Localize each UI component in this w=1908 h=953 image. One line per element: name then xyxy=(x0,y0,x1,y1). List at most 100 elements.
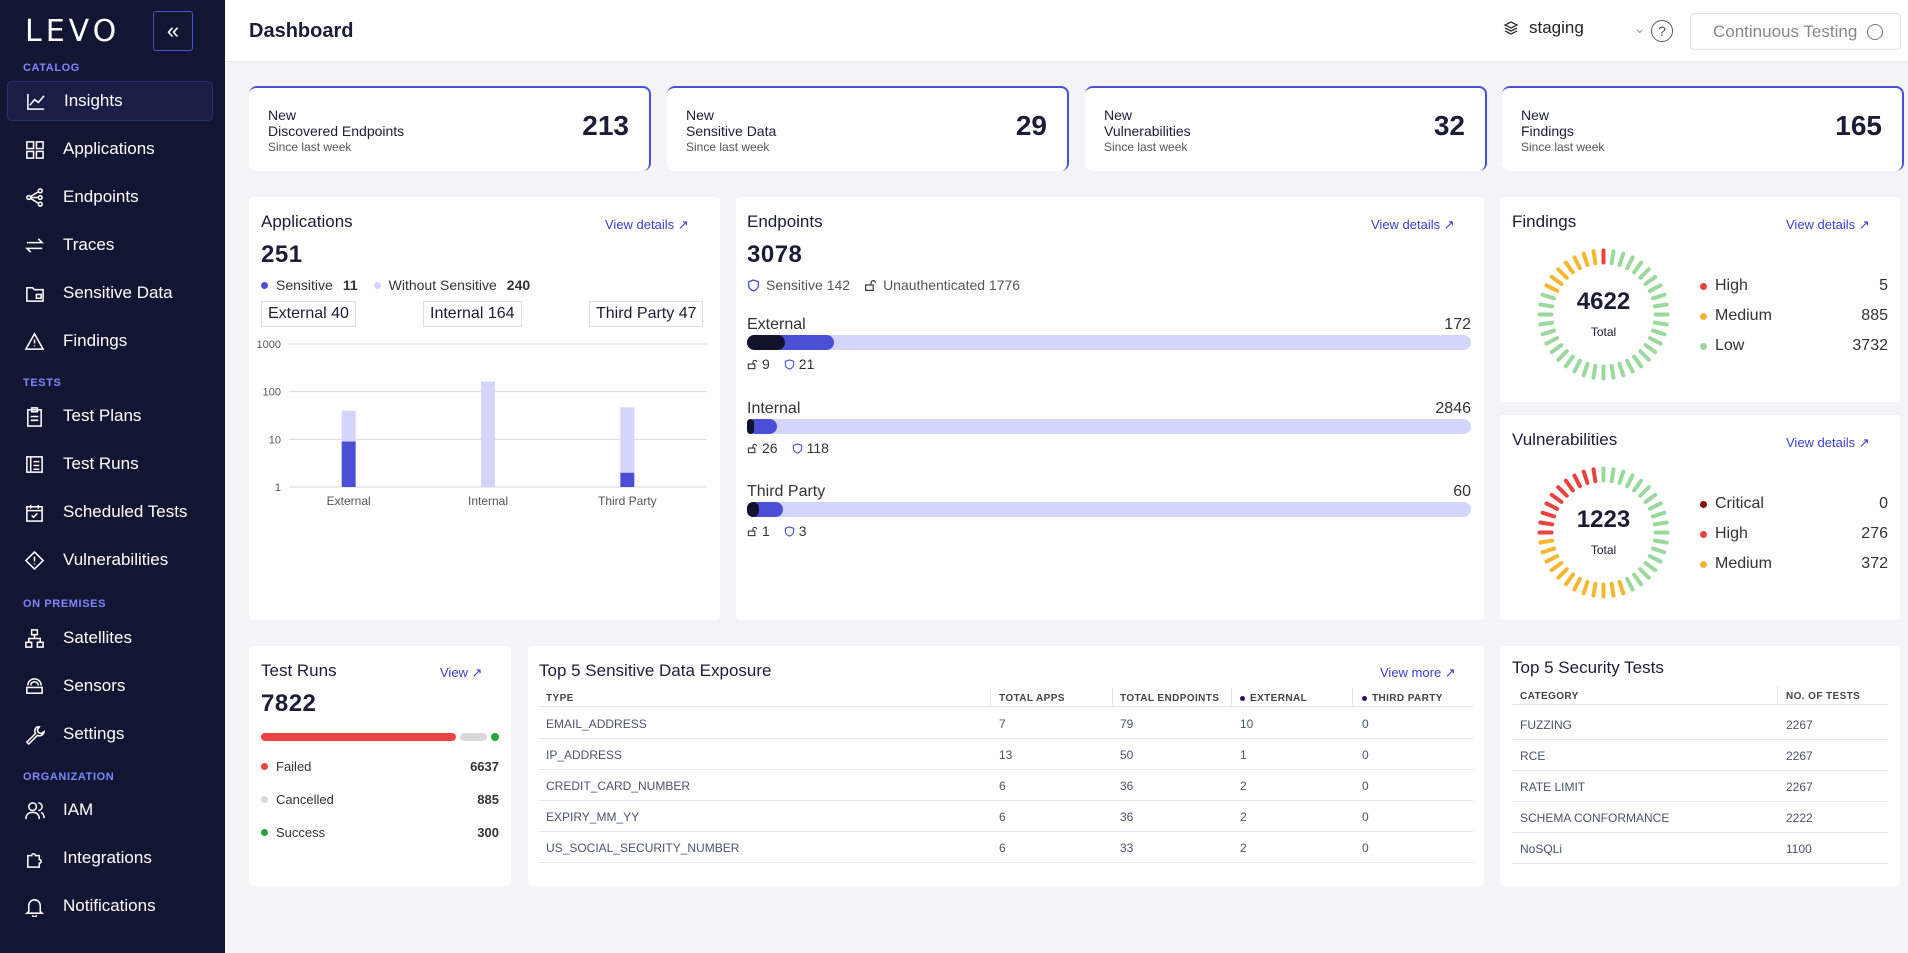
gauge-tick xyxy=(1581,251,1590,268)
gauge-tick xyxy=(1591,581,1598,598)
test-runs-progress xyxy=(261,733,499,741)
table-header-cell[interactable]: TOTAL APPS xyxy=(999,693,1065,704)
table-header-cell[interactable]: EXTERNAL xyxy=(1240,693,1307,704)
endpoints-row-label-third-party: Third Party xyxy=(747,483,826,500)
gauge-tick xyxy=(1581,579,1590,596)
bar-third-party-sensitive[interactable] xyxy=(620,472,635,487)
levo-logo[interactable]: LEVO xyxy=(25,14,121,49)
gauge-tick xyxy=(1556,485,1569,498)
sidebar-item-integrations[interactable]: Integrations xyxy=(7,838,213,878)
sidebar-item-iam[interactable]: IAM xyxy=(7,790,213,830)
test-runs-view-link[interactable]: View ↗ xyxy=(440,665,483,680)
sidebar-item-label: Findings xyxy=(63,331,128,350)
sensitive-exposure-panel: Top 5 Sensitive Data Exposure View more … xyxy=(528,646,1484,886)
table-header-cell[interactable]: TOTAL ENDPOINTS xyxy=(1120,693,1219,704)
sidebar-item-settings[interactable]: Settings xyxy=(7,714,213,754)
applications-title: Applications xyxy=(261,212,353,231)
bar-internal-without-sensitive[interactable] xyxy=(481,381,495,487)
vulnerabilities-panel: Vulnerabilities View details ↗ 1223 Tota… xyxy=(1500,415,1900,620)
sidebar-item-test-runs[interactable]: Test Runs xyxy=(7,444,213,484)
sidebar-item-findings[interactable]: Findings xyxy=(7,321,213,361)
table-cell: 2267 xyxy=(1786,718,1813,732)
endpoints-view-details-link[interactable]: View details ↗ xyxy=(1371,217,1455,232)
stat-card-value: 32 xyxy=(1433,110,1465,141)
sidebar-item-vulnerabilities[interactable]: Vulnerabilities xyxy=(7,540,213,580)
stat-card-discovered-endpoints[interactable]: New Discovered Endpoints Since last week 21… xyxy=(249,86,651,171)
gauge-tick xyxy=(1632,478,1644,493)
table-cell: 79 xyxy=(1120,717,1134,731)
stat-card-sensitive-data[interactable]: New Sensitive Data Since last week 29 xyxy=(667,86,1069,171)
stat-card-prefix: New xyxy=(1521,107,1550,123)
help-icon[interactable]: ? xyxy=(1651,20,1673,42)
legend-dot xyxy=(261,763,268,770)
table-cell: 7 xyxy=(999,717,1006,731)
endpoints-row-unauth: 1 xyxy=(762,523,770,539)
applications-panel: Applications View details ↗ 251 Sensitiv… xyxy=(249,197,720,620)
without-sensitive-value: 240 xyxy=(506,277,531,293)
table-row-divider xyxy=(539,800,1473,801)
stat-card-value: 29 xyxy=(1015,110,1047,141)
endpoints-total: 3078 xyxy=(747,241,803,268)
table-cell: 13 xyxy=(999,748,1013,762)
applications-total: 251 xyxy=(261,241,303,268)
bar-third-party-without-sensitive[interactable] xyxy=(620,407,635,473)
sidebar-item-endpoints[interactable]: Endpoints xyxy=(7,177,213,217)
sidebar-item-notifications[interactable]: Notifications xyxy=(7,886,213,926)
sidebar-item-traces[interactable]: Traces xyxy=(7,225,213,265)
sensitive-exposure-view-more-link[interactable]: View more ↗ xyxy=(1380,665,1456,680)
table-cell: RATE LIMIT xyxy=(1520,780,1586,794)
shield-icon xyxy=(784,525,794,537)
legend-label: Low xyxy=(1715,337,1745,354)
users-icon xyxy=(23,799,45,821)
table-cell: 1100 xyxy=(1786,842,1812,856)
column-dot xyxy=(1240,696,1245,701)
vulnerabilities-total-label: Total xyxy=(1590,543,1617,557)
internal-count-tag: Internal 164 xyxy=(423,301,522,327)
legend-dot xyxy=(1700,530,1707,538)
gauge-tick xyxy=(1638,267,1651,280)
table-header-cell[interactable]: CATEGORY xyxy=(1520,691,1579,702)
vulnerabilities-view-details-link[interactable]: View details ↗ xyxy=(1786,435,1870,450)
legend-dot xyxy=(1700,312,1707,320)
gauge-tick xyxy=(1549,561,1564,573)
x-tick-label: Third Party xyxy=(598,494,657,508)
sidebar-item-sensitive-data[interactable]: Sensitive Data xyxy=(7,273,213,313)
bar-external-sensitive[interactable] xyxy=(341,441,356,487)
sidebar-item-sensors[interactable]: Sensors xyxy=(7,666,213,706)
unlock-icon xyxy=(747,443,758,453)
continuous-testing-button[interactable]: Continuous Testing xyxy=(1690,13,1901,50)
collapse-sidebar-button[interactable]: « xyxy=(153,11,193,51)
applications-view-details-link[interactable]: View details ↗ xyxy=(605,217,689,232)
bar-external-without-sensitive[interactable] xyxy=(341,410,356,442)
gauge-tick xyxy=(1643,561,1658,573)
sidebar-item-label: Insights xyxy=(64,91,123,110)
sidebar-item-applications[interactable]: Applications xyxy=(7,129,213,169)
stat-card-vulnerabilities[interactable]: New Vulnerabilities Since last week 32 xyxy=(1085,86,1487,171)
vulnerabilities-legend-value: 0 xyxy=(1879,495,1888,512)
gauge-tick xyxy=(1538,302,1555,309)
sidebar-item-label: Test Plans xyxy=(63,406,142,425)
stat-card-findings[interactable]: New Findings Since last week 165 xyxy=(1502,86,1904,171)
sidebar-item-test-plans[interactable]: Test Plans xyxy=(7,396,213,436)
list-icon xyxy=(23,453,45,475)
stat-card-label: Findings xyxy=(1521,123,1574,139)
gauge-tick xyxy=(1647,283,1663,293)
table-header-cell[interactable]: NO. OF TESTS xyxy=(1786,691,1861,702)
table-header-cell[interactable]: THIRD PARTY xyxy=(1362,693,1443,704)
y-tick-label: 1000 xyxy=(257,339,281,351)
warning-icon xyxy=(23,330,45,352)
gauge-tick xyxy=(1632,572,1644,587)
table-header-cell[interactable]: TYPE xyxy=(546,693,574,704)
environment-value: staging xyxy=(1529,18,1584,37)
sidebar-item-scheduled-tests[interactable]: Scheduled Tests xyxy=(7,492,213,532)
environment-select[interactable]: staging ⌄ xyxy=(1503,18,1646,38)
findings-view-details-link[interactable]: View details ↗ xyxy=(1786,217,1870,232)
table-cell: 0 xyxy=(1362,717,1369,731)
findings-total: 4622 xyxy=(1576,288,1631,315)
section-label-on-premises: ON PREMISES xyxy=(23,598,107,610)
sidebar-item-satellites[interactable]: Satellites xyxy=(7,618,213,658)
stat-card-label: Vulnerabilities xyxy=(1104,123,1191,139)
sidebar-item-insights[interactable]: Insights xyxy=(7,81,213,121)
gauge-tick xyxy=(1572,473,1582,489)
gauge-tick xyxy=(1540,328,1557,337)
